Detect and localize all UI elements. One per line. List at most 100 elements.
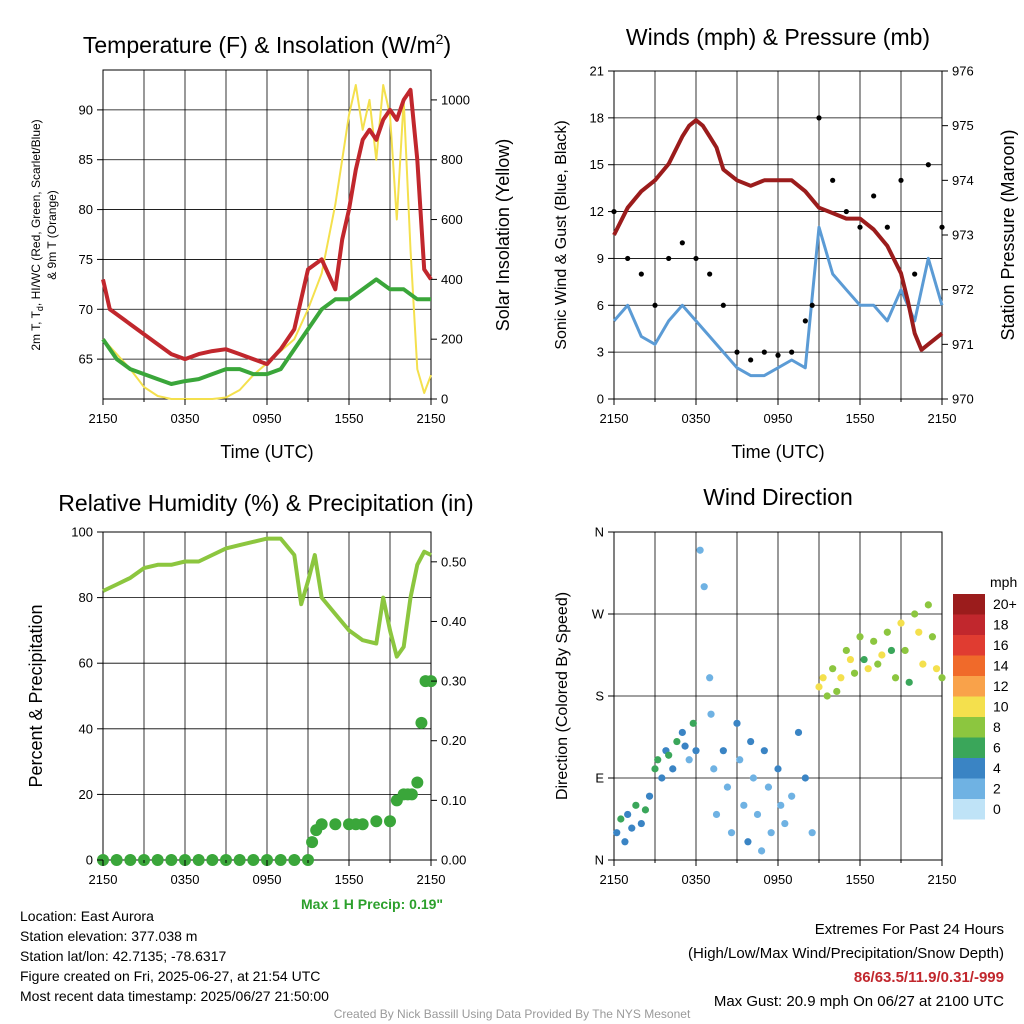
humidity-title: Relative Humidity (%) & Precipitation (i…	[58, 490, 473, 516]
y-tick-label: 970	[952, 392, 974, 407]
direction-point	[700, 583, 708, 591]
direction-point	[617, 815, 625, 823]
direction-point	[829, 665, 837, 673]
legend-title: mph	[990, 574, 1017, 590]
gust-point	[748, 357, 754, 363]
gust-point	[720, 302, 726, 308]
temperature-xlabel: Time (UTC)	[220, 442, 313, 462]
y-tick-label: 0.00	[441, 853, 466, 868]
precip-point	[192, 854, 205, 866]
precip-point	[315, 818, 328, 831]
temperature-ylabel-left: 2m T, Td, HI/WC (Red, Green, Scarlet/Blu…	[29, 119, 45, 350]
y-tick-label: 972	[952, 282, 974, 297]
extremes-heading: Extremes For Past 24 Hours	[814, 921, 1004, 938]
x-tick-label: 2150	[600, 872, 629, 887]
direction-point	[744, 838, 752, 846]
info-latlon: Station lat/lon: 42.7135; -78.6317	[20, 948, 227, 964]
legend-label: 6	[993, 740, 1001, 756]
y-tick-label: 70	[79, 302, 93, 317]
x-tick-label: 1550	[846, 872, 875, 887]
x-tick-label: 2150	[89, 872, 118, 887]
gust-point	[898, 177, 904, 183]
x-tick-label: 0950	[253, 872, 282, 887]
winds-ylabel-right: Station Pressure (Maroon)	[998, 129, 1018, 340]
y-tick-label: E	[595, 771, 604, 786]
y-tick-label: 975	[952, 118, 974, 133]
direction-point	[833, 687, 841, 696]
y-tick-label: S	[595, 689, 604, 704]
x-tick-label: 0950	[764, 411, 793, 426]
direction-point	[788, 792, 796, 800]
y-tick-label: 976	[952, 64, 974, 79]
x-tick-label: 0350	[682, 872, 711, 887]
y-tick-label: 0.40	[441, 614, 466, 629]
precip-point	[233, 854, 246, 866]
direction-point	[760, 747, 768, 755]
direction-point	[637, 819, 645, 828]
precip-point	[405, 788, 418, 801]
legend-label: 2	[993, 781, 1001, 797]
x-tick-label: 0350	[171, 872, 200, 887]
direction-point	[856, 633, 864, 641]
precip-point	[384, 815, 396, 828]
y-tick-label: 3	[597, 345, 604, 360]
legend-swatch	[953, 758, 985, 779]
x-tick-label: 0950	[253, 411, 282, 426]
gust-point	[830, 177, 836, 183]
y-tick-label: 973	[952, 228, 974, 243]
info-elevation: Station elevation: 377.038 m	[20, 928, 198, 944]
y-tick-label: 0.30	[441, 674, 466, 689]
direction-point	[901, 646, 909, 655]
gust-point	[761, 349, 767, 355]
legend-swatch	[953, 799, 985, 820]
legend-swatch	[953, 778, 985, 799]
gust-point	[884, 224, 890, 230]
direction-point	[764, 783, 773, 791]
direction-panel: Wind Direction 2150 0350 0950 1550 2150 N E S W N…	[554, 484, 1017, 887]
direction-point	[887, 646, 896, 655]
y-tick-label: 1000	[441, 92, 470, 107]
temperature-panel: Temperature (F) & Insolation (W/m2) 2150…	[29, 31, 513, 462]
x-tick-label: 2150	[417, 872, 446, 887]
direction-point	[658, 774, 666, 782]
y-tick-label: 12	[590, 204, 604, 219]
direction-point	[801, 774, 809, 782]
direction-point	[850, 669, 859, 677]
y-tick-label: 974	[952, 173, 974, 188]
info-recent: Most recent data timestamp: 2025/06/27 2…	[20, 988, 329, 1004]
direction-point	[932, 665, 941, 673]
temperature-ylabel-left-2: & 9m T (Orange)	[45, 190, 59, 280]
y-tick-label: 0.20	[441, 733, 466, 748]
y-tick-label: 65	[79, 352, 93, 367]
direction-point	[719, 747, 727, 755]
y-tick-label: 600	[441, 212, 463, 227]
y-tick-label: 15	[590, 157, 604, 172]
direction-point	[621, 838, 629, 846]
wind-speed-line	[612, 225, 944, 378]
direction-point	[673, 737, 681, 746]
y-tick-label: 0.10	[441, 793, 466, 808]
y-tick-label: 40	[79, 721, 93, 736]
direction-point	[753, 810, 762, 819]
info-location: Location: East Aurora	[20, 908, 154, 924]
legend-label: 10	[993, 699, 1009, 715]
gust-point	[925, 162, 931, 168]
precip-point	[288, 854, 301, 866]
y-tick-label: 200	[441, 332, 463, 347]
precip-point	[247, 854, 260, 866]
gust-point	[789, 349, 795, 355]
x-tick-label: 1550	[335, 411, 364, 426]
y-tick-label: 20	[79, 787, 93, 802]
precip-point	[165, 854, 178, 866]
direction-point	[740, 801, 748, 809]
y-tick-label: N	[595, 853, 604, 868]
legend-label: 4	[993, 760, 1001, 776]
direction-point	[781, 819, 789, 828]
legend-swatch	[953, 696, 985, 717]
direction-point	[883, 628, 891, 636]
direction-point	[689, 719, 697, 727]
gust-point	[625, 255, 631, 262]
direction-point	[613, 829, 621, 837]
legend-label: 20+	[993, 596, 1017, 612]
